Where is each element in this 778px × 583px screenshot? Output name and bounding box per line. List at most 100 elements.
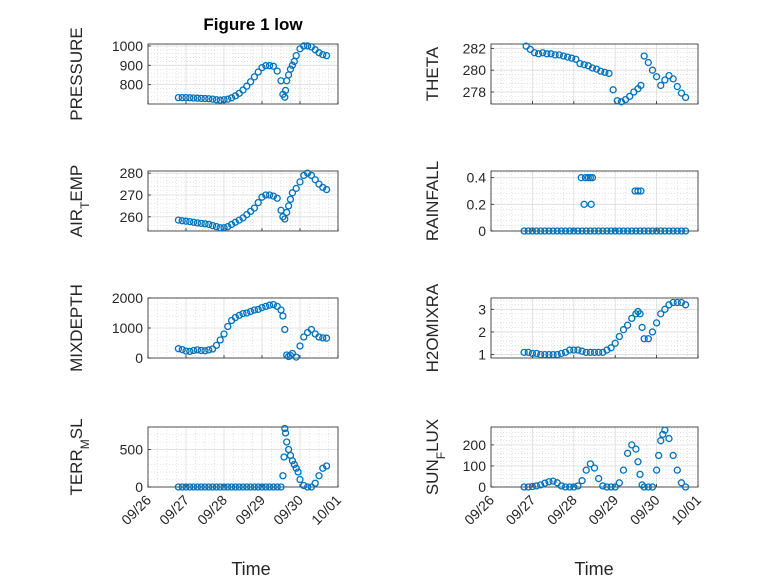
data-point <box>607 344 615 352</box>
data-point <box>681 93 690 102</box>
y-axis-label: MIXDEPTH <box>67 284 86 372</box>
data-point <box>262 302 270 311</box>
data-point <box>239 483 247 491</box>
data-point <box>561 227 570 235</box>
data-point <box>582 227 590 235</box>
data-point <box>205 483 213 491</box>
data-point <box>281 325 289 334</box>
data-point <box>543 50 551 58</box>
data-point <box>615 227 623 235</box>
data-point <box>216 224 224 232</box>
data-point <box>570 483 578 491</box>
data-point <box>520 348 528 356</box>
data-point <box>300 333 308 341</box>
data-point <box>315 333 323 341</box>
data-point <box>315 49 323 57</box>
data-point <box>599 227 607 235</box>
y-tick-label: 200 <box>463 437 487 453</box>
data-point <box>615 479 623 487</box>
y-tick-label: 500 <box>120 442 144 458</box>
data-point <box>557 349 566 358</box>
data-point <box>677 227 686 235</box>
data-point <box>279 312 287 320</box>
data-point <box>212 222 221 231</box>
subplot-7: 0 500 09/26 09/27 09/28 09/29 09/30 10/01 TERRMS… <box>67 418 344 527</box>
data-point <box>669 75 677 83</box>
y-tick-label: 280 <box>120 165 144 181</box>
data-point <box>208 345 217 353</box>
y-tick-label: 270 <box>120 187 144 203</box>
data-point <box>224 95 232 103</box>
data-point <box>609 86 617 94</box>
data-point <box>279 472 287 480</box>
data-point <box>580 61 588 69</box>
data-point <box>311 176 319 184</box>
data-point <box>182 483 190 491</box>
data-point <box>638 481 646 489</box>
data-point <box>574 227 582 235</box>
data-point <box>262 191 270 199</box>
data-point <box>657 227 665 235</box>
data-point <box>288 457 297 465</box>
data-point <box>603 227 611 235</box>
y-tick-label: 0.4 <box>467 170 487 186</box>
data-point <box>224 322 232 331</box>
y-tick-label: 900 <box>120 57 144 73</box>
data-point <box>611 227 619 235</box>
data-point <box>258 193 266 201</box>
data-point <box>288 61 297 69</box>
x-tick-label: 09/26 <box>461 492 497 528</box>
data-point <box>288 349 297 358</box>
data-point <box>661 426 669 434</box>
data-point <box>239 86 247 94</box>
data-point <box>174 483 183 491</box>
subplot-6: 1 2 3 H2OMIXRA <box>423 283 699 372</box>
data-point <box>681 227 690 235</box>
data-point <box>626 92 634 101</box>
data-point <box>250 73 259 81</box>
data-point <box>273 67 281 75</box>
data-point <box>283 438 291 446</box>
data-point <box>322 462 331 470</box>
y-tick-label: 0.2 <box>467 196 487 212</box>
data-point <box>545 227 553 235</box>
data-point <box>290 460 298 469</box>
data-point <box>189 483 198 491</box>
y-tick-label: 1 <box>478 347 486 363</box>
data-point <box>174 216 183 224</box>
y-tick-label: 0 <box>135 479 143 495</box>
data-point <box>319 183 327 192</box>
data-point <box>576 59 584 68</box>
data-point <box>611 339 619 347</box>
data-point <box>235 216 243 224</box>
data-point <box>281 429 290 437</box>
x-tick-label: 09/29 <box>232 492 268 528</box>
data-point <box>634 458 642 466</box>
data-point <box>520 227 528 235</box>
axes-box <box>490 297 699 359</box>
x-tick-label: 09/28 <box>194 492 230 528</box>
y-axis-label: H2OMIXRA <box>423 283 442 372</box>
data-point <box>586 348 595 356</box>
data-point <box>197 94 205 103</box>
data-point <box>640 52 648 60</box>
data-point <box>677 89 686 97</box>
data-point <box>178 345 186 354</box>
data-point <box>644 58 652 67</box>
data-point <box>623 227 632 235</box>
x-tick-label: 09/29 <box>585 492 621 528</box>
data-point <box>265 483 274 491</box>
data-point <box>201 347 209 355</box>
data-point <box>281 86 290 95</box>
subplot-8: 0 100 200 09/26 09/27 09/28 09/29 09/30 10/01 SUN… <box>423 419 704 528</box>
data-point <box>636 470 644 479</box>
data-point <box>273 483 281 491</box>
data-point <box>628 227 636 235</box>
data-point <box>537 227 545 235</box>
data-point <box>224 222 232 231</box>
data-point <box>619 326 628 334</box>
data-point <box>638 323 646 332</box>
data-point <box>273 302 281 311</box>
data-point <box>539 49 547 57</box>
